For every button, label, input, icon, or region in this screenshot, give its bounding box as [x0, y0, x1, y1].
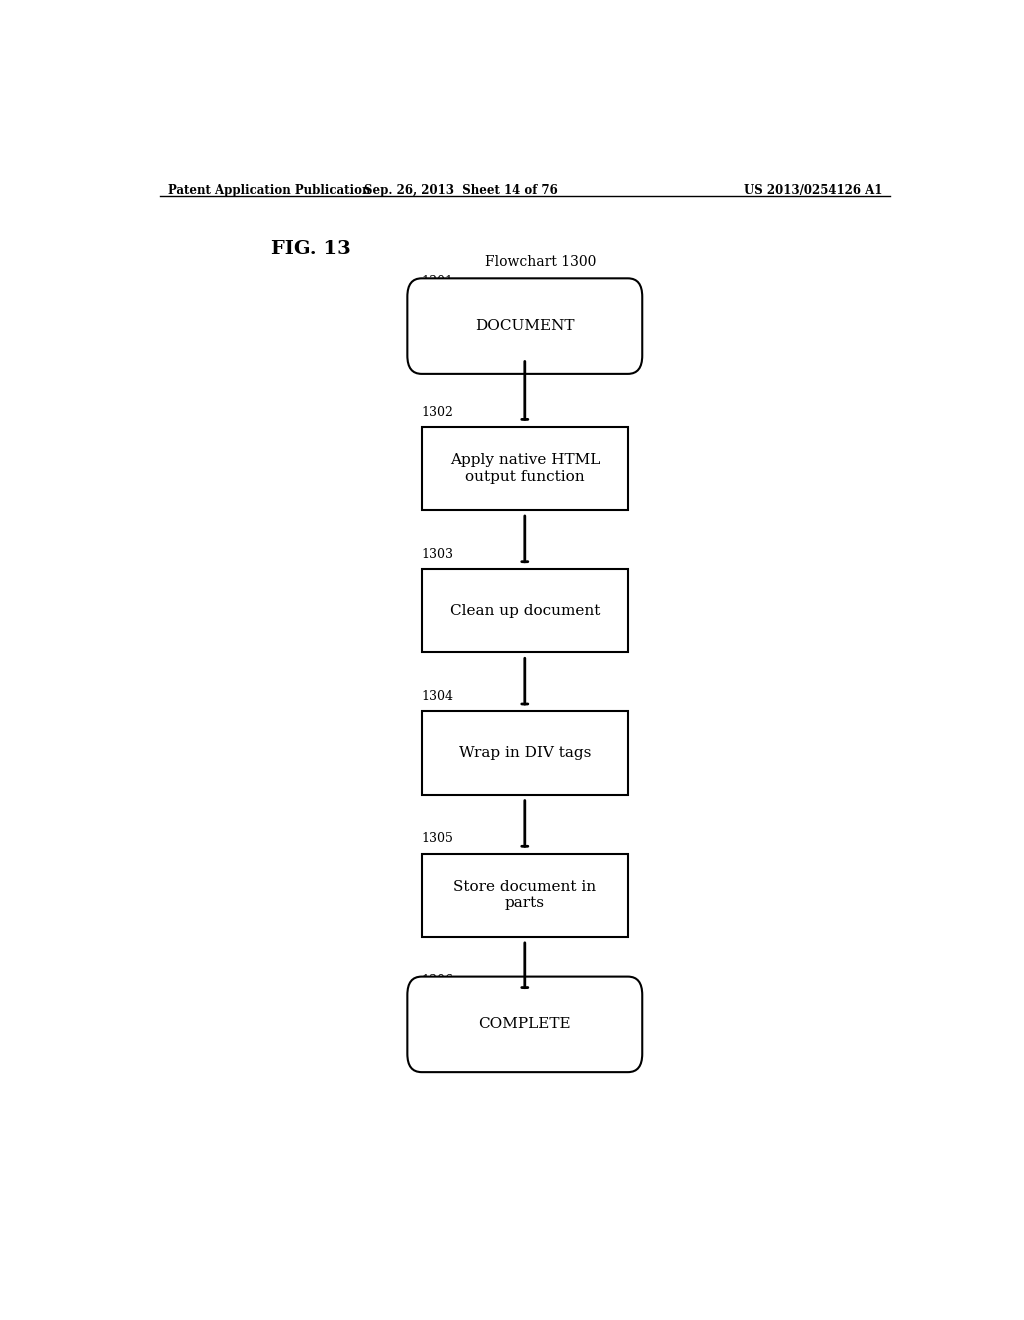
FancyBboxPatch shape — [422, 426, 628, 510]
Text: Flowchart 1300: Flowchart 1300 — [485, 255, 596, 269]
FancyBboxPatch shape — [422, 569, 628, 652]
Text: COMPLETE: COMPLETE — [478, 1018, 571, 1031]
Text: 1306: 1306 — [422, 974, 454, 987]
FancyBboxPatch shape — [422, 711, 628, 795]
Text: Sep. 26, 2013  Sheet 14 of 76: Sep. 26, 2013 Sheet 14 of 76 — [365, 183, 558, 197]
Text: 1303: 1303 — [422, 548, 454, 561]
Text: 1302: 1302 — [422, 405, 454, 418]
Text: Clean up document: Clean up document — [450, 603, 600, 618]
Text: Store document in
parts: Store document in parts — [454, 880, 596, 911]
Text: FIG. 13: FIG. 13 — [270, 240, 350, 257]
FancyBboxPatch shape — [408, 977, 642, 1072]
Text: DOCUMENT: DOCUMENT — [475, 319, 574, 333]
Text: 1304: 1304 — [422, 690, 454, 704]
FancyBboxPatch shape — [408, 279, 642, 374]
Text: 1305: 1305 — [422, 833, 454, 846]
Text: Patent Application Publication: Patent Application Publication — [168, 183, 371, 197]
FancyBboxPatch shape — [422, 854, 628, 937]
Text: 1301: 1301 — [422, 276, 454, 289]
Text: US 2013/0254126 A1: US 2013/0254126 A1 — [743, 183, 882, 197]
Text: Wrap in DIV tags: Wrap in DIV tags — [459, 746, 591, 760]
Text: Apply native HTML
output function: Apply native HTML output function — [450, 453, 600, 483]
